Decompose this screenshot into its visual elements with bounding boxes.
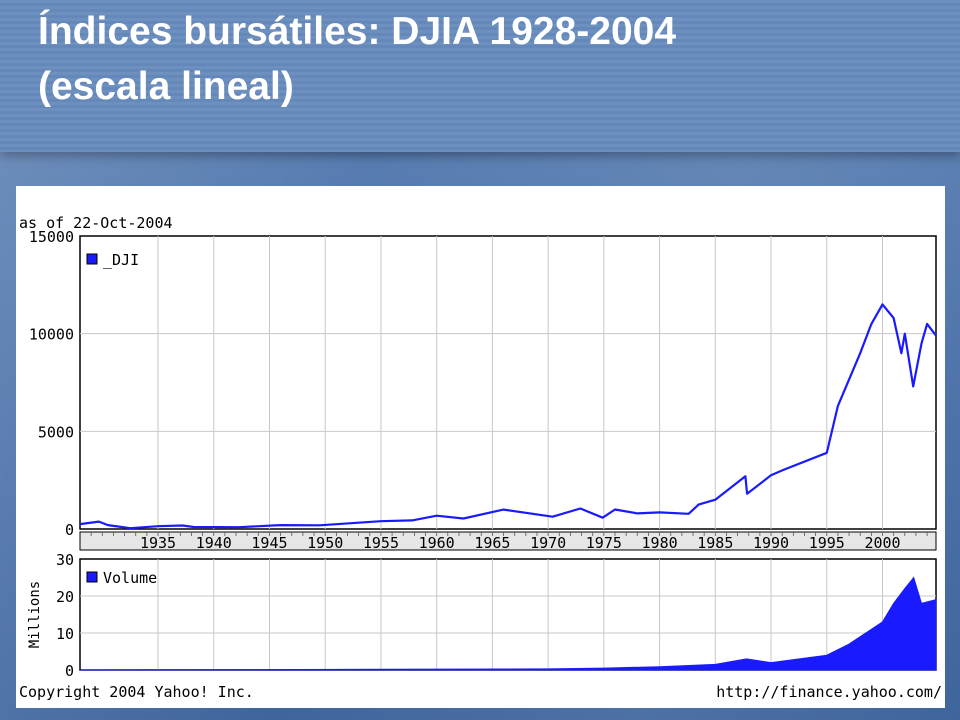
- x-tick-label: 1985: [697, 534, 733, 552]
- djia-chart: as of 22-Oct-2004 1935 1940 1945 1950 1955 196…: [19, 214, 942, 701]
- x-tick-label: 2000: [864, 534, 900, 552]
- djia-price-line: [79, 303, 937, 530]
- x-tick-label: 1955: [363, 534, 399, 552]
- price-legend-swatch: [86, 253, 98, 265]
- price-legend-label: _DJI: [103, 251, 139, 269]
- footer-url: http://finance.yahoo.com/: [716, 683, 942, 701]
- volume-axis-label: Millions: [27, 581, 43, 648]
- volume-legend-swatch: [86, 571, 98, 583]
- price-plot-frame: [79, 235, 937, 530]
- x-tick-label: 1950: [307, 534, 343, 552]
- x-tick-label: 1965: [474, 534, 510, 552]
- x-tick-label: 1970: [530, 534, 566, 552]
- slide-title-line2: (escala lineal): [38, 65, 294, 108]
- volume-y-tick-label: 0: [65, 662, 74, 680]
- x-tick-label: 1940: [196, 534, 232, 552]
- x-tick-label: 1995: [809, 534, 845, 552]
- x-tick-label: 1975: [586, 534, 622, 552]
- footer-copyright: Copyright 2004 Yahoo! Inc.: [19, 683, 254, 701]
- price-y-tick-label: 10000: [29, 326, 74, 344]
- slide-title: Índices bursátiles: DJIA 1928-2004 (escal…: [38, 4, 938, 114]
- x-tick-label: 1960: [419, 534, 455, 552]
- volume-area: [79, 576, 937, 671]
- price-y-tick-label: 5000: [38, 423, 74, 441]
- volume-y-tick-label: 20: [56, 588, 74, 606]
- volume-y-tick-label: 30: [56, 551, 74, 569]
- x-tick-label: 1980: [642, 534, 678, 552]
- date-axis-band: [79, 531, 937, 551]
- x-tick-label: 1990: [753, 534, 789, 552]
- x-tick-label: 1935: [140, 534, 176, 552]
- price-y-tick-label: 0: [65, 521, 74, 539]
- volume-y-tick-label: 10: [56, 625, 74, 643]
- price-y-tick-label: 15000: [29, 228, 74, 246]
- x-tick-label: 1945: [251, 534, 287, 552]
- chart-panel: as of 22-Oct-2004 1935 1940 1945 1950 1955 196…: [16, 186, 945, 708]
- as-of-label: as of 22-Oct-2004: [19, 214, 173, 232]
- volume-plot-frame: [79, 558, 937, 671]
- slide-header: Índices bursátiles: DJIA 1928-2004 (escal…: [0, 0, 960, 152]
- volume-legend-label: Volume: [103, 569, 157, 587]
- slide-title-line1: Índices bursátiles: DJIA 1928-2004: [38, 10, 677, 53]
